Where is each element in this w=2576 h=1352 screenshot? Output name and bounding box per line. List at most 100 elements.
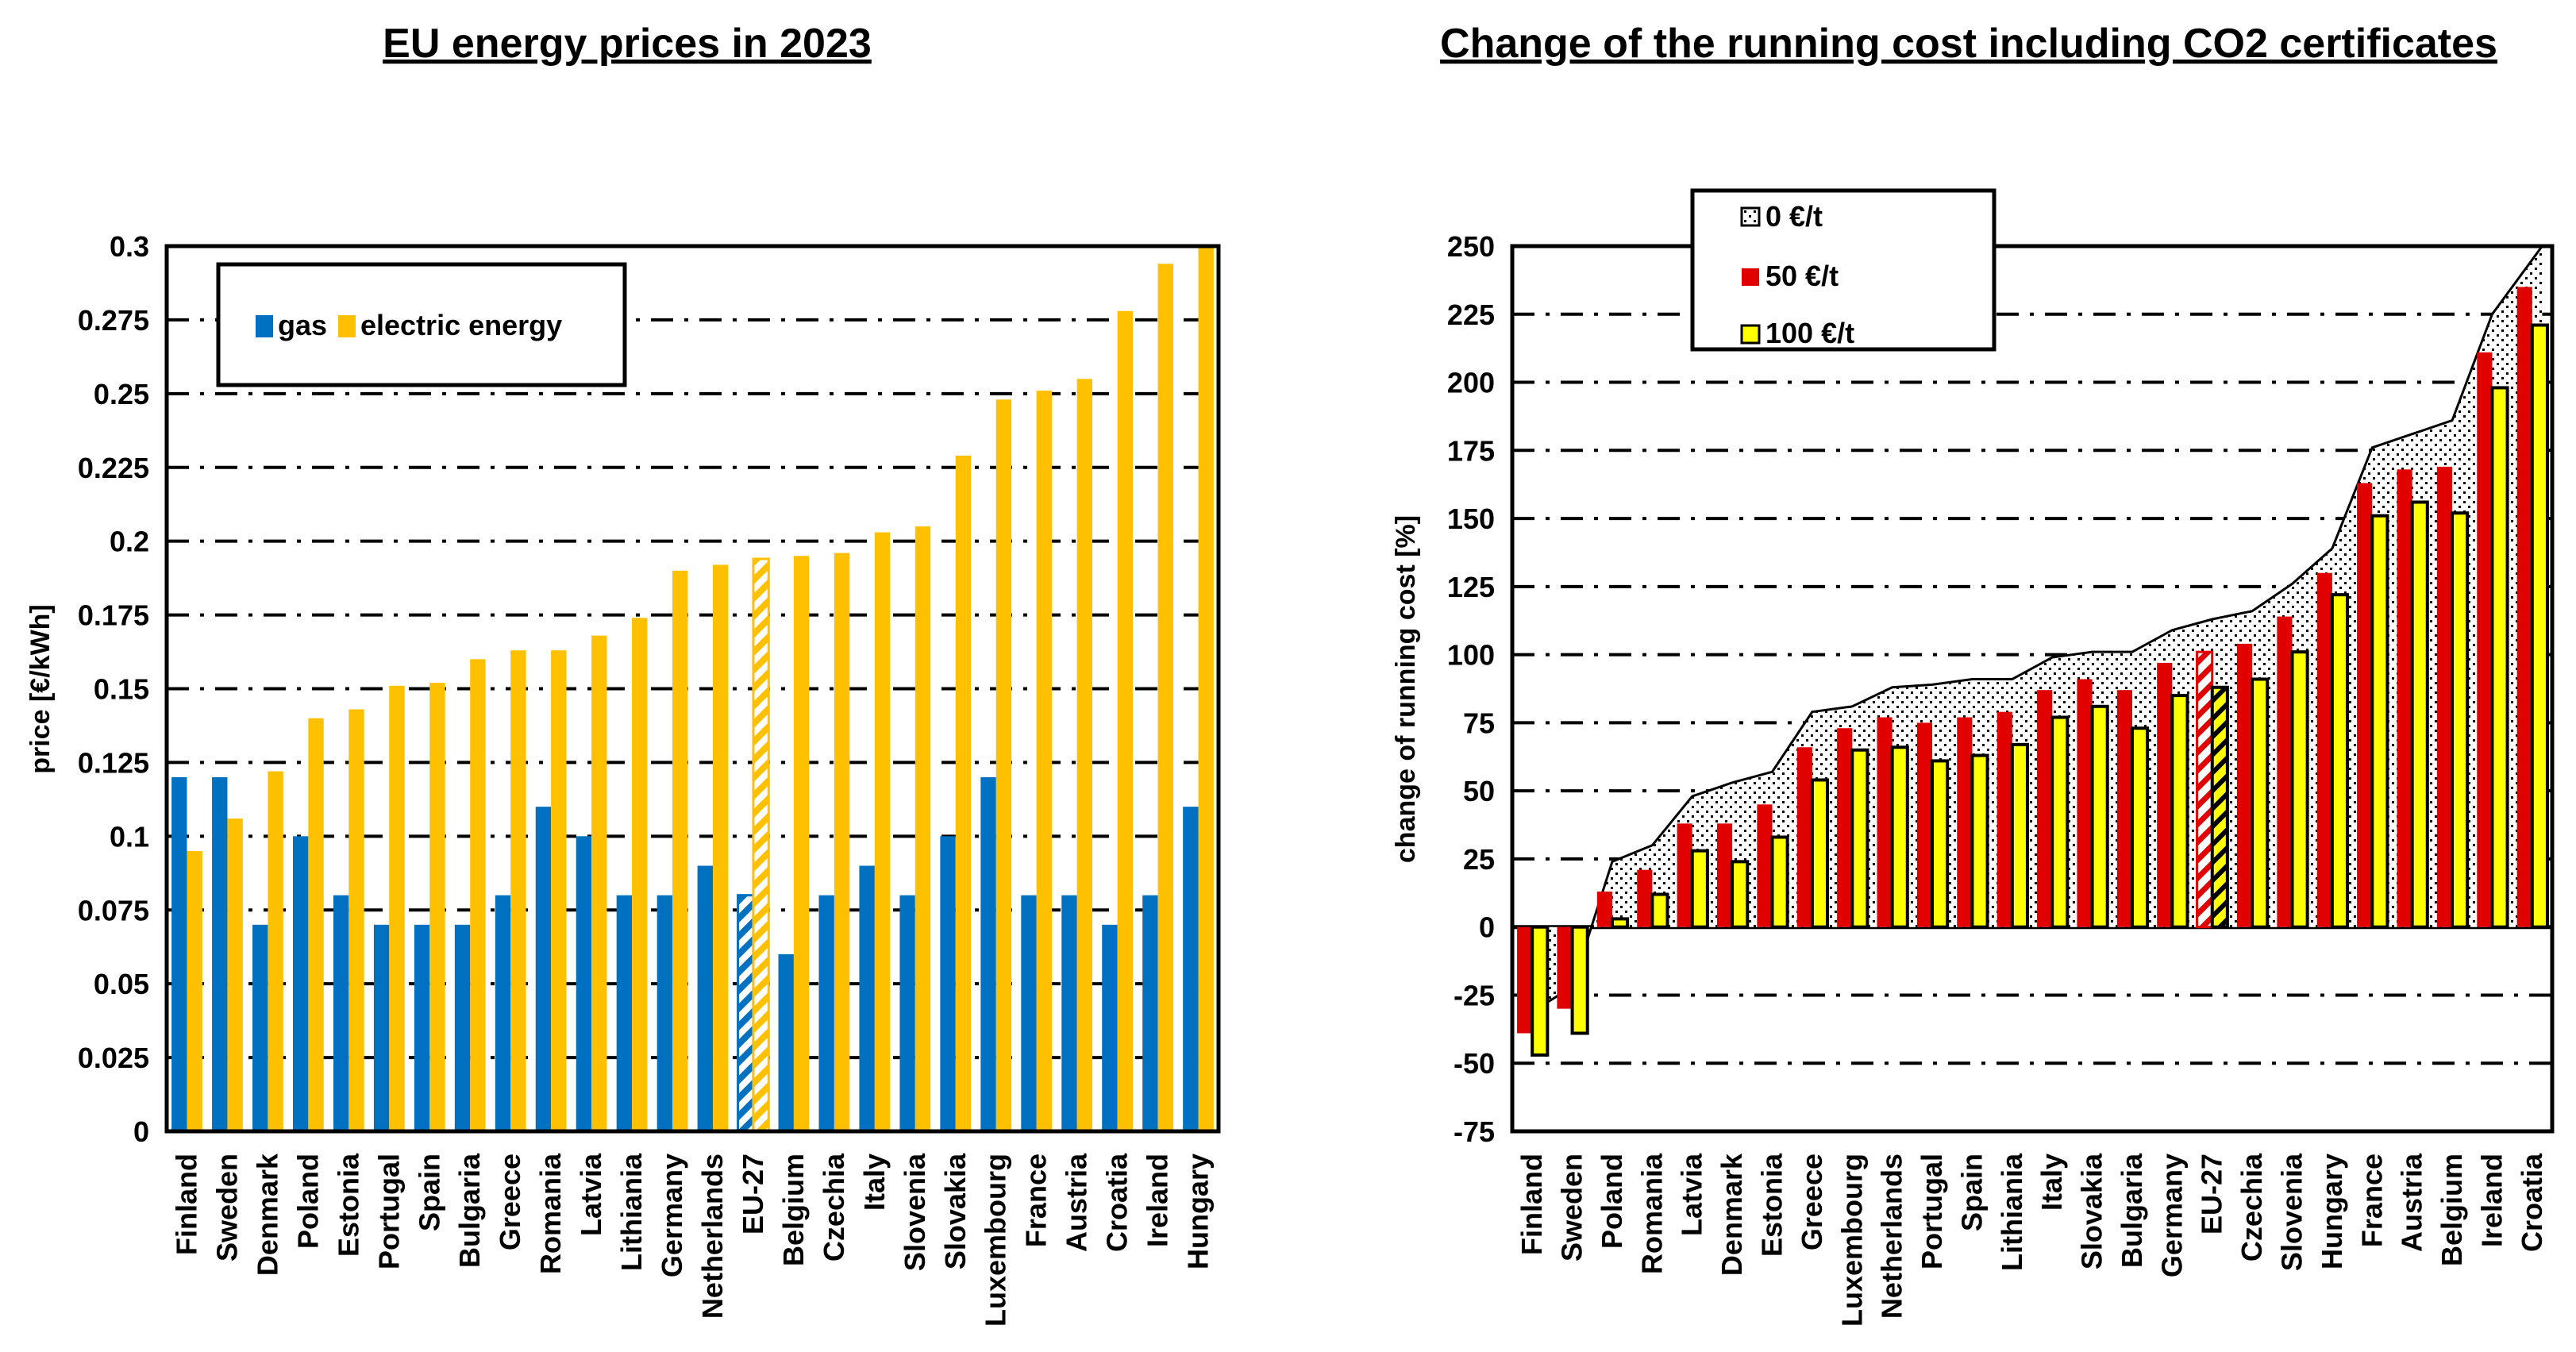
bar-50-t-italy [2037,690,2053,927]
y-tick-label: 0.15 [94,673,149,706]
bar-50-t-slovakia [2077,679,2093,927]
bar-gas-spain [414,924,430,1131]
x-tick-label: France [1020,1154,1053,1247]
energy-prices-chart: EU energy prices in 2023 0 0.025 0.05 0.075… [25,21,1221,1327]
x-tick-label: France [2355,1154,2388,1247]
x-tick-label: Lithiania [615,1153,648,1271]
legend-swatch-1 [1742,268,1759,286]
bar-gas-estonia [333,895,349,1131]
bar-gas-poland [293,836,309,1131]
x-tick-label: Romania [534,1153,567,1274]
x-tick-label: Slovenia [2276,1153,2308,1271]
bar-100-t-czechia [2251,677,2270,929]
bar-50-t-finland [1517,926,1533,1034]
x-tick-label: Latvia [575,1153,607,1236]
bar-electric-energy-romania [551,650,567,1131]
bar-100-t-slovakia [2090,704,2109,929]
legend-label-1: 50 €/t [1765,260,1839,292]
y-tick-label: 25 [1463,843,1495,876]
gridlines [167,318,1219,1060]
bar-50-t-estonia [1757,804,1773,927]
bar-gas-austria [1061,895,1077,1131]
x-tick-label: Sweden [210,1154,243,1261]
bar-electric-energy-bulgaria [470,659,486,1131]
x-tick-label: Estonia [332,1153,364,1257]
x-tick-label: Sweden [1556,1154,1588,1261]
x-tick-label: Finland [1515,1154,1548,1255]
y-tick-label: 0.125 [78,746,149,779]
bar-electric-energy-portugal [389,685,405,1131]
x-tick-label: Denmark [251,1153,283,1276]
legend-box [216,262,627,387]
bar-gas-belgium [778,954,794,1131]
plot-frame [164,244,1221,1134]
x-tick-label: Netherlands [696,1154,729,1319]
bar-100-t-portugal [1931,759,1950,929]
bar-50-t-czechia [2236,643,2253,927]
bar-100-t-finland [1531,925,1550,1057]
legend-label-0: 0 €/t [1765,200,1823,233]
bar-100-t-lithiania [2010,742,2029,929]
bar-gas-denmark [252,924,268,1131]
x-tick-label: Belgium [2435,1154,2468,1266]
bar-electric-energy-slovakia [955,455,972,1131]
bar-50-t-ireland [2477,352,2493,927]
bar-50-t-eu-27 [2196,650,2214,929]
bar-electric-energy-latvia [591,635,607,1131]
x-tick-label: Bulgaria [453,1153,486,1268]
y-tick-label: 0.025 [78,1042,149,1074]
bar-gas-italy [859,865,875,1131]
legend: 0 €/t 50 €/t 100 €/t [1690,188,1996,352]
bar-electric-energy-belgium [793,556,810,1131]
x-tick-label: Croatia [2516,1153,2548,1252]
y-tick-labels: 0 0.025 0.05 0.075 0.1 0.125 0.15 0.175 0.2 0.225… [78,230,149,1148]
x-tick-label: Germany [2155,1154,2188,1277]
bar-gas-germany [657,895,673,1131]
chart-title: Change of the running cost including CO2… [1440,21,2497,67]
x-tick-label: Poland [1596,1154,1628,1249]
bar-electric-energy-lithiania [632,618,648,1131]
x-tick-label: Greece [494,1154,526,1250]
x-tick-label: Denmark [1715,1153,1748,1276]
y-tick-label: 150 [1447,503,1495,535]
y-tick-label: 0.075 [78,894,149,926]
y-tick-label: 175 [1447,434,1495,467]
x-tick-label: Netherlands [1876,1154,1908,1319]
y-tick-label: 200 [1447,367,1495,399]
x-tick-label: Austria [1061,1153,1093,1252]
plot-frame [1510,244,2555,1134]
y-axis-label: change of running cost [%] [1391,515,1421,863]
x-tick-label: Czechia [818,1153,850,1261]
bar-gas-slovenia [899,895,915,1131]
x-tick-label: EU-27 [2196,1154,2228,1235]
legend-swatch-0 [1740,206,1761,227]
bar-gas-france [1021,895,1037,1131]
x-tick-label: Austria [2396,1153,2428,1252]
bar-gas-czechia [818,895,834,1131]
y-tick-label: 0.3 [110,230,149,263]
x-tick-labels: Finland Sweden Poland Romania Latvia Denmark E… [1515,1153,2548,1327]
bar-100-t-bulgaria [2130,726,2150,929]
x-tick-label: Ireland [2475,1154,2508,1247]
bar-gas-portugal [373,924,390,1131]
x-tick-label: Finland [170,1154,202,1255]
bar-50-t-denmark [1716,823,1733,927]
bar-50-t-luxembourg [1837,728,1853,927]
y-tick-label: 225 [1447,299,1495,331]
x-tick-label: Ireland [1142,1154,1174,1247]
y-tick-label: 0.1 [110,820,149,853]
bars [1517,287,2549,1057]
bar-electric-energy-italy [874,532,891,1131]
bar-electric-energy-eu-27 [752,557,770,1133]
bar-50-t-hungary [2316,572,2332,927]
bar-electric-energy-czechia [834,553,850,1131]
bar-100-t-austria [2410,500,2429,929]
legend-label-gas: gas [278,309,327,341]
bar-gas-finland [171,777,187,1131]
y-tick-label: 50 [1463,775,1495,807]
x-tick-label: Luxembourg [1835,1154,1868,1327]
y-tick-label: 0.275 [78,304,149,337]
bar-electric-energy-denmark [268,771,283,1131]
bar-100-t-estonia [1770,835,1789,929]
